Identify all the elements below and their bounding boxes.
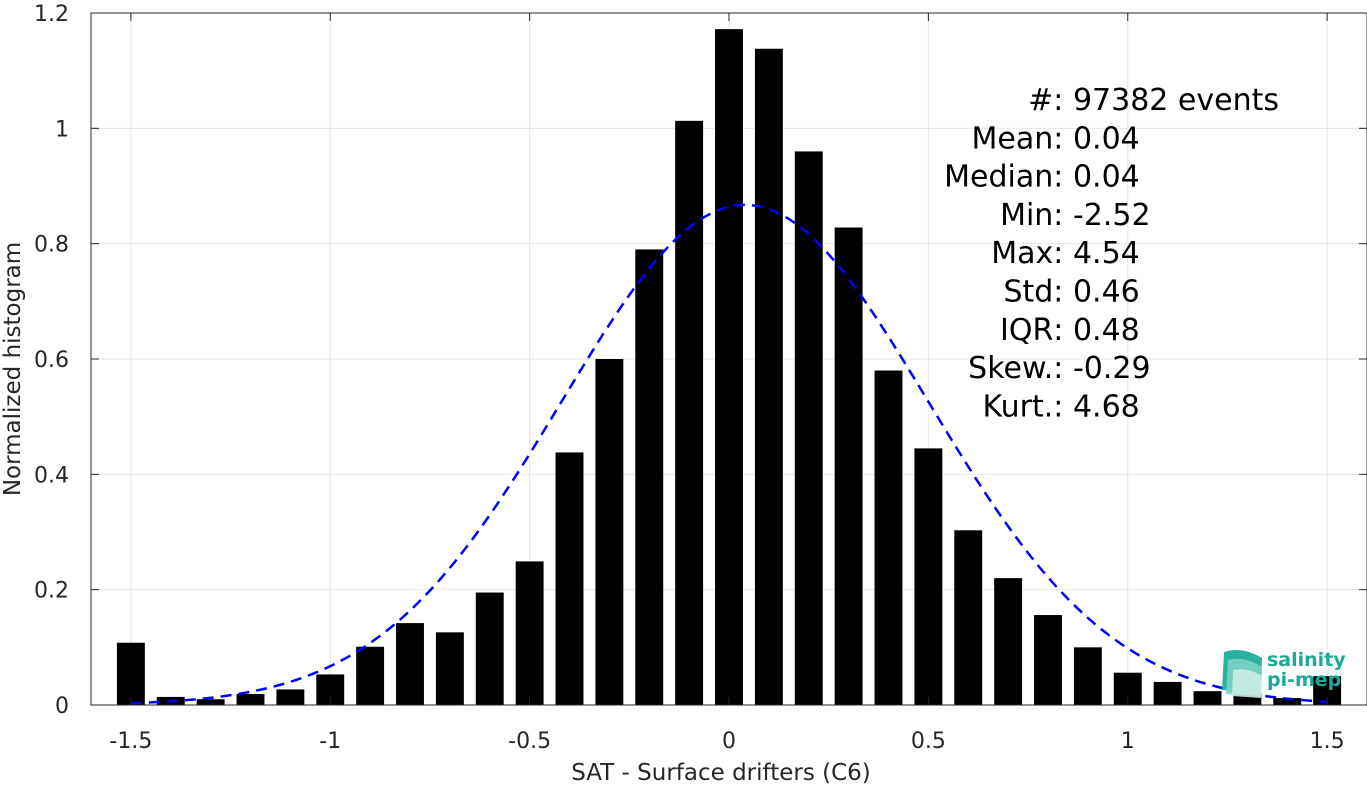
y-tick-label-1: 0.2	[34, 579, 69, 604]
y-tick-label-0: 0	[55, 694, 69, 719]
histogram-bar-13	[635, 249, 664, 705]
histogram-bar-23	[1034, 615, 1062, 705]
y-tick-label-4: 0.8	[34, 233, 69, 258]
x-tick-label-4: 0.5	[911, 729, 946, 754]
stat-value-3: : -2.52	[1053, 198, 1150, 233]
stat-key-0: #	[1028, 83, 1053, 118]
histogram-bar-17	[794, 151, 823, 705]
salinity-pi-mep-logo: salinity pi-mep	[1222, 649, 1346, 698]
histogram-bar-28	[1233, 693, 1262, 705]
histogram-bar-16	[754, 48, 783, 705]
stat-value-8: : 4.68	[1053, 389, 1139, 424]
histogram-bar-4	[276, 689, 305, 705]
stat-value-0: : 97382 events	[1053, 83, 1279, 118]
stat-key-2: Median	[944, 160, 1053, 195]
y-tick-label-6: 1.2	[34, 2, 69, 27]
histogram-bar-24	[1073, 647, 1102, 705]
x-tick-label-2: -0.5	[508, 729, 551, 754]
histogram-bar-11	[555, 452, 584, 705]
histogram-bar-0	[116, 642, 145, 705]
stat-value-1: : 0.04	[1053, 121, 1139, 156]
histogram-bar-27	[1193, 691, 1222, 705]
histogram-bar-3	[236, 694, 265, 705]
stat-value-7: : -0.29	[1053, 351, 1150, 386]
histogram-bar-26	[1153, 681, 1182, 705]
stat-key-5: Std	[1003, 275, 1053, 310]
histogram-bars	[116, 29, 1342, 705]
logo-text-pi-mep: pi-mep	[1267, 669, 1341, 691]
stat-value-6: : 0.48	[1053, 313, 1139, 348]
y-tick-label-2: 0.4	[34, 463, 69, 488]
x-axis-label: SAT - Surface drifters (C6)	[571, 760, 871, 785]
axis-ticks	[91, 12, 1367, 706]
logo-text-salinity: salinity	[1267, 649, 1346, 671]
stat-key-1: Mean	[972, 121, 1054, 156]
stat-key-4: Max	[991, 236, 1053, 271]
histogram-bar-7	[396, 623, 424, 705]
stat-key-6: IQR	[1000, 313, 1053, 348]
stat-value-2: : 0.04	[1053, 160, 1139, 195]
histogram-bar-14	[675, 120, 704, 705]
x-tick-label-6: 1.5	[1310, 729, 1345, 754]
stat-key-3: Min	[1000, 198, 1053, 233]
gaussian-fit-curve	[130, 203, 1328, 705]
x-tick-label-5: 1	[1121, 729, 1135, 754]
stat-key-8: Kurt.	[982, 389, 1053, 424]
x-tick-label-3: 0	[722, 729, 736, 754]
histogram-bar-20	[914, 448, 943, 705]
y-tick-label-3: 0.6	[34, 348, 69, 373]
histogram-bar-19	[874, 370, 903, 705]
x-tick-label-1: -1	[319, 729, 341, 754]
stat-value-5: : 0.46	[1053, 275, 1139, 310]
y-tick-label-5: 1	[55, 117, 69, 142]
stat-key-7: Skew.	[968, 351, 1053, 386]
stat-value-4: : 4.54	[1053, 236, 1139, 271]
histogram-bar-12	[595, 359, 624, 705]
histogram-bar-2	[196, 699, 225, 705]
x-tick-label-0: -1.5	[109, 729, 152, 754]
y-axis-label: Normalized histogram	[0, 242, 26, 496]
histogram-bar-9	[475, 592, 504, 705]
histogram-bar-22	[994, 578, 1023, 705]
histogram-bar-29	[1273, 698, 1302, 705]
histogram-bar-6	[356, 646, 385, 705]
histogram-bar-10	[515, 561, 544, 705]
histogram-bar-18	[834, 227, 863, 705]
wave-logo-icon	[1222, 650, 1262, 698]
tick-labels: -1.5 -1 -0.5 0 0.5 1 1.5 0 0.2 0.4 0.6 0.8 1 1.2	[34, 2, 1345, 754]
histogram-bar-15	[715, 29, 743, 705]
histogram-bar-21	[954, 530, 983, 705]
histogram-bar-8	[435, 632, 464, 705]
